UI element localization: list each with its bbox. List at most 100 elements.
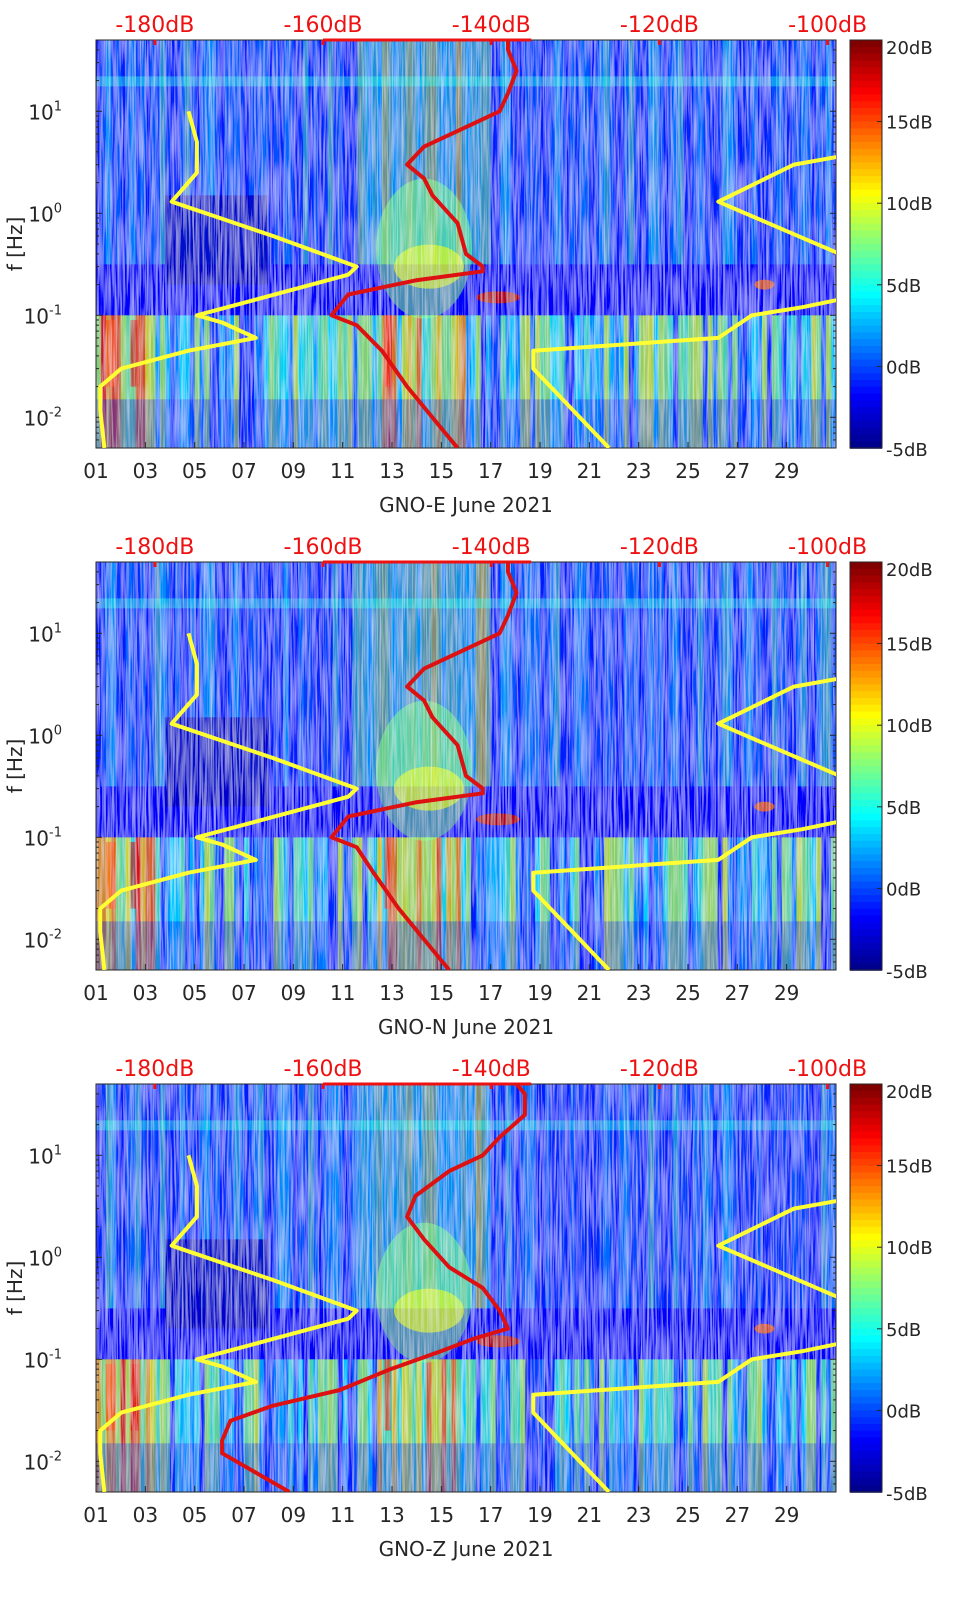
x-tick-label: 15 <box>429 981 454 1005</box>
x-tick-label: 21 <box>577 459 602 483</box>
x-tick-label: 05 <box>182 1503 207 1527</box>
x-tick-label: 25 <box>675 459 700 483</box>
colorbar-segment <box>850 1226 882 1235</box>
x-axis-label: GNO-N June 2021 <box>378 1015 554 1039</box>
colorbar-segment <box>850 264 882 272</box>
y-tick-base: 10 <box>28 724 53 748</box>
colorbar-segment <box>850 108 882 116</box>
colorbar-segment <box>850 176 882 184</box>
colorbar-tick-label: -5dB <box>886 440 928 461</box>
x-tick-label: 27 <box>725 459 750 483</box>
y-tick-base: 10 <box>24 1348 49 1372</box>
colorbar-segment <box>850 861 882 869</box>
colorbar-segment <box>850 53 882 62</box>
y-tick-base: 10 <box>28 1144 53 1168</box>
colorbar-segment <box>850 1403 882 1412</box>
colorbar-segment <box>850 963 882 971</box>
colorbar-segment <box>850 936 882 944</box>
x-tick-label: 07 <box>231 981 256 1005</box>
model-noise-curve <box>98 632 359 970</box>
x-tick-label: 25 <box>675 1503 700 1527</box>
colorbar-frame <box>849 561 883 971</box>
y-axis-label: f [Hz] <box>3 217 27 272</box>
colorbar-segment <box>850 407 882 415</box>
colorbar-segment <box>850 1165 882 1174</box>
colorbar-segment <box>850 1410 882 1418</box>
colorbar-segment <box>850 1152 882 1160</box>
colorbar-segment <box>850 1192 882 1201</box>
colorbar-tick-label: 10dB <box>886 716 933 737</box>
colorbar-segment <box>850 155 882 164</box>
colorbar-tick-label: 0dB <box>886 1401 921 1422</box>
colorbar-segment <box>850 657 882 665</box>
colorbar-segment <box>850 670 882 679</box>
colorbar-segment <box>850 359 882 368</box>
model-noise-curve <box>531 1199 836 1492</box>
y-tick-label: 10-1 <box>24 1347 62 1372</box>
y-tick-base: 10 <box>28 622 53 646</box>
colorbar-segment <box>850 908 882 917</box>
colorbar-segment <box>850 1458 882 1466</box>
colorbar-segment <box>850 840 882 849</box>
colorbar-tick-label: -5dB <box>886 962 928 983</box>
y-tick-label: 10-2 <box>24 1449 62 1474</box>
colorbar-segment <box>850 562 882 570</box>
colorbar-segment <box>850 949 882 958</box>
colorbar-segment <box>850 250 882 259</box>
colorbar-segment <box>850 575 882 584</box>
colorbar-segment <box>850 1179 882 1187</box>
colorbar-segment <box>850 162 882 170</box>
colorbar-segment <box>850 1437 882 1446</box>
colorbar-segment <box>850 271 882 279</box>
colorbar-segment <box>850 684 882 692</box>
colorbar-segment <box>850 60 882 68</box>
y-tick-base: 10 <box>24 406 49 430</box>
spectrogram-texture <box>96 1084 836 1492</box>
x-tick-label: 11 <box>330 459 355 483</box>
colorbar-segment <box>850 956 882 964</box>
colorbar-segment <box>850 373 882 381</box>
colorbar-segment <box>850 393 882 402</box>
colorbar-segment <box>850 386 882 395</box>
colorbar-segment <box>850 189 882 198</box>
colorbar-segment <box>850 380 882 388</box>
colorbar-tick-label: -5dB <box>886 1484 928 1505</box>
colorbar-segment <box>850 1138 882 1146</box>
colorbar-segment <box>850 1172 882 1180</box>
colorbar-segment <box>850 121 882 130</box>
x-tick-label: 13 <box>379 459 404 483</box>
x-tick-label: 13 <box>379 981 404 1005</box>
x-tick-label: 23 <box>626 981 651 1005</box>
top-axis-label: -120dB <box>620 535 699 560</box>
x-tick-label: 13 <box>379 1503 404 1527</box>
colorbar-tick-label: 15dB <box>886 113 933 134</box>
colorbar-segment <box>850 1383 882 1391</box>
x-tick-label: 29 <box>774 981 799 1005</box>
colorbar-segment <box>850 298 882 306</box>
spectrogram-image <box>96 1084 836 1492</box>
colorbar-segment <box>850 1260 882 1269</box>
x-tick-label: 03 <box>133 459 158 483</box>
colorbar-segment <box>850 67 882 75</box>
colorbar-tick-label: 5dB <box>886 798 921 819</box>
spectrogram-texture <box>96 562 836 970</box>
colorbar-segment <box>850 623 882 631</box>
y-tick-exponent: -2 <box>49 1449 62 1464</box>
x-tick-label: 09 <box>281 459 306 483</box>
x-tick-label: 07 <box>231 1503 256 1527</box>
colorbar-segment <box>850 182 882 191</box>
x-tick-label: 15 <box>429 1503 454 1527</box>
y-tick-exponent: -1 <box>49 303 62 318</box>
colorbar-segment <box>850 800 882 808</box>
colorbar: 20dB 15dB 10dB 5dB 0dB -5dB <box>849 38 933 461</box>
colorbar-segment <box>850 1478 882 1486</box>
colorbar-segment <box>850 902 882 910</box>
colorbar-segment <box>850 1485 882 1493</box>
colorbar-segment <box>850 441 882 449</box>
y-tick-label: 101 <box>28 621 62 646</box>
x-tick-label: 19 <box>527 1503 552 1527</box>
colorbar-segment <box>850 366 882 374</box>
